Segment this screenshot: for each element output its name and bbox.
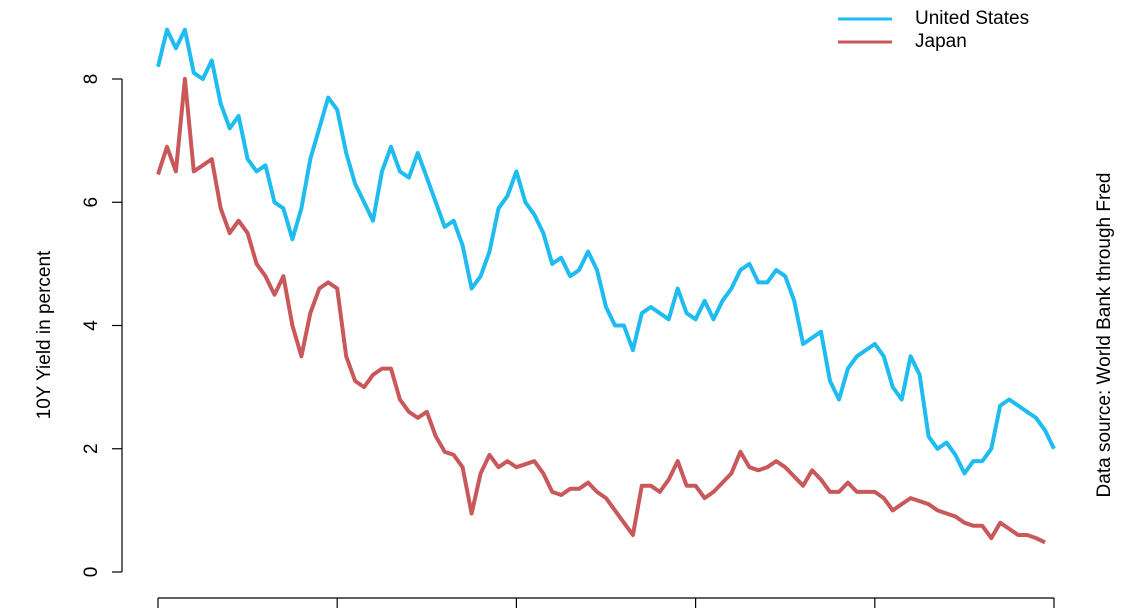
y-tick-label: 2 bbox=[81, 443, 102, 454]
series-line bbox=[156, 27, 1056, 476]
y-tick-label: 4 bbox=[81, 320, 102, 331]
series-line bbox=[156, 77, 1046, 545]
annotation: Data source: World Bank through Fred bbox=[1094, 173, 1115, 498]
y-tick-label: 0 bbox=[81, 567, 102, 578]
legend-label: United States bbox=[915, 8, 1029, 29]
y-axis-label: 10Y Yield in percent bbox=[34, 250, 55, 419]
y-tick-label: 6 bbox=[81, 197, 102, 208]
legend-label: Japan bbox=[915, 31, 967, 52]
y-tick-label: 8 bbox=[81, 74, 102, 85]
